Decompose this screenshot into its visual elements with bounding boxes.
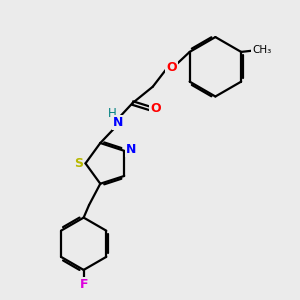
Text: N: N: [126, 143, 136, 156]
Text: CH₃: CH₃: [252, 45, 272, 56]
Text: O: O: [151, 102, 161, 115]
Text: S: S: [74, 157, 83, 170]
Text: O: O: [166, 61, 176, 74]
Text: N: N: [112, 116, 123, 129]
Text: H: H: [108, 107, 117, 120]
Text: F: F: [80, 278, 88, 291]
